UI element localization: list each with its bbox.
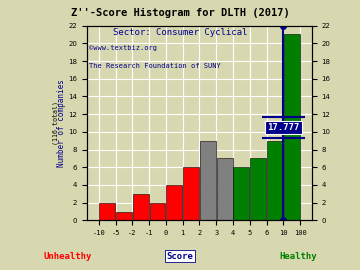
Text: Z''-Score Histogram for DLTH (2017): Z''-Score Histogram for DLTH (2017) [71,8,289,18]
Text: The Research Foundation of SUNY: The Research Foundation of SUNY [89,63,221,69]
Text: ©www.textbiz.org: ©www.textbiz.org [89,45,157,51]
Text: Sector: Consumer Cyclical: Sector: Consumer Cyclical [113,28,247,37]
Text: Score: Score [167,252,193,261]
Bar [284,35,300,220]
Bar [99,203,115,220]
Bar [200,141,216,220]
Bar [149,203,166,220]
Text: (116 total): (116 total) [52,101,59,145]
Text: 17.777: 17.777 [267,123,300,132]
Bar [166,185,182,220]
Bar [217,158,233,220]
Text: Unhealthy: Unhealthy [43,252,91,261]
Bar [116,211,132,220]
Y-axis label: Number of companies: Number of companies [57,79,66,167]
Bar [250,158,266,220]
Bar [267,141,283,220]
Bar [233,167,249,220]
Bar [133,194,149,220]
Text: Healthy: Healthy [279,252,317,261]
Bar [183,167,199,220]
